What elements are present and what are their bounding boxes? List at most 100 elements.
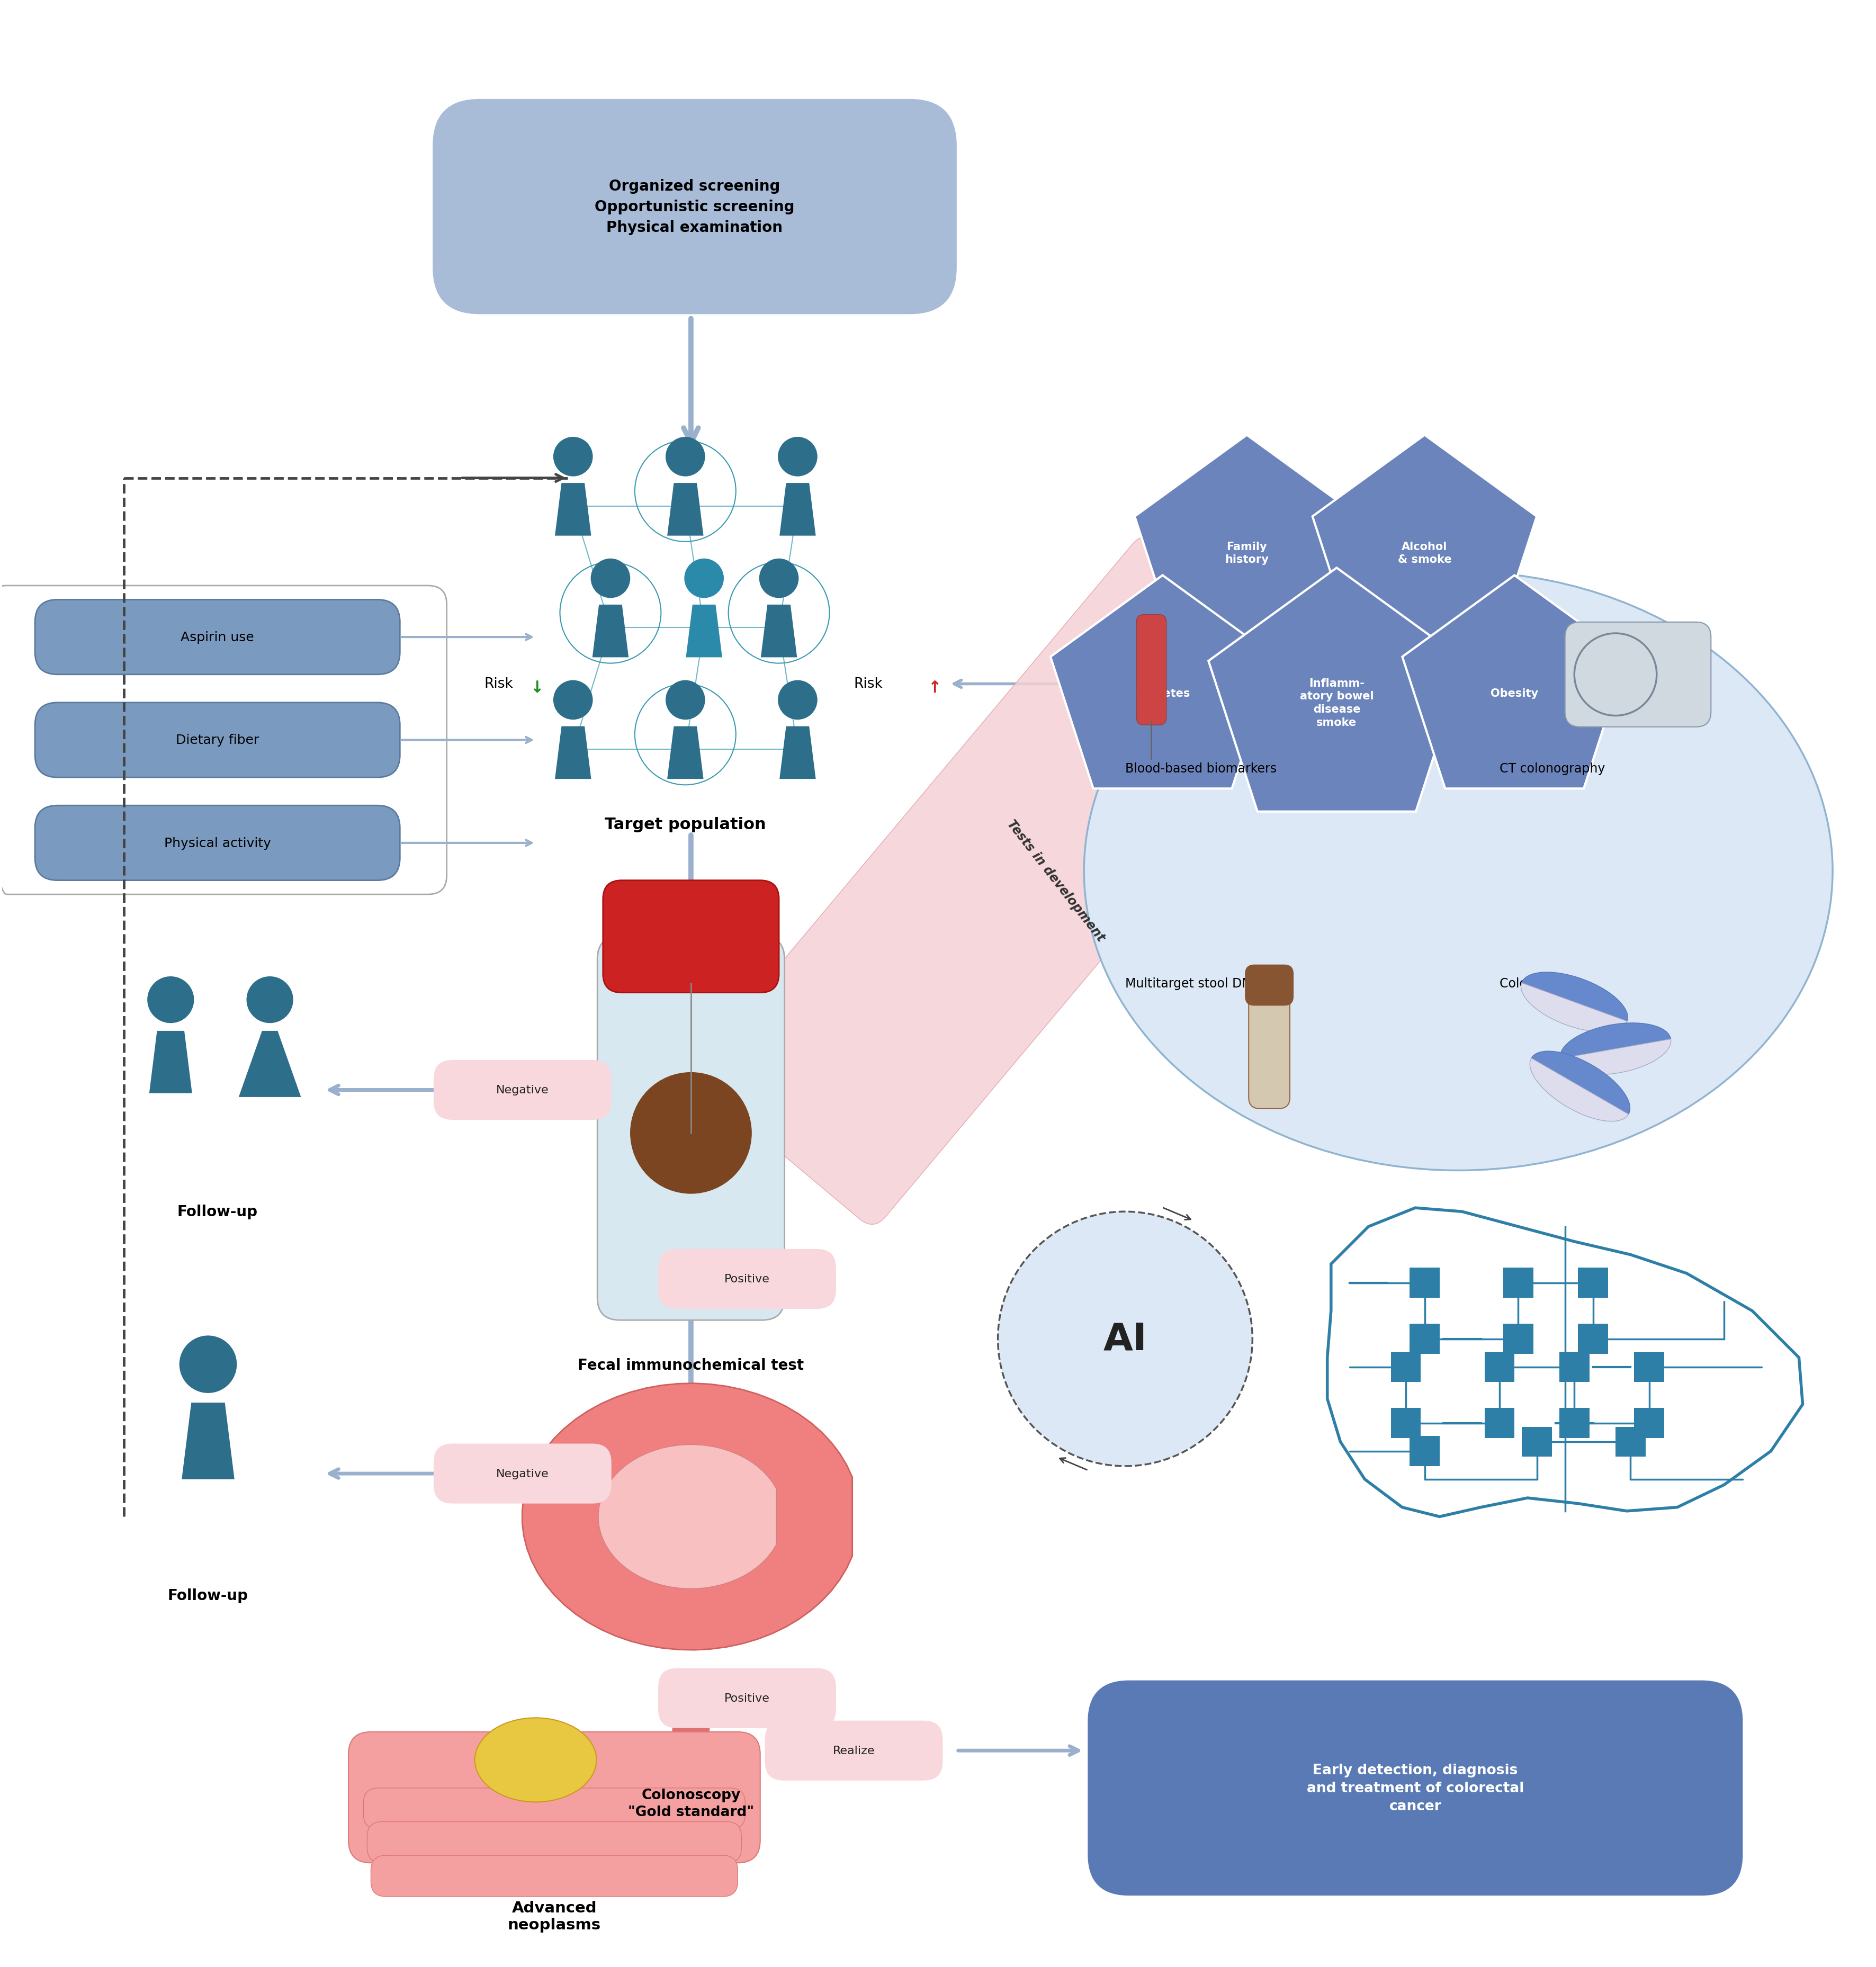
Text: Colonoscopy
"Gold standard": Colonoscopy "Gold standard" <box>628 1788 754 1819</box>
Polygon shape <box>1561 1023 1672 1058</box>
FancyBboxPatch shape <box>1634 1408 1664 1438</box>
Circle shape <box>666 437 705 476</box>
Polygon shape <box>1313 435 1536 649</box>
FancyBboxPatch shape <box>1246 964 1294 1005</box>
Text: CT colonography: CT colonography <box>1499 761 1606 775</box>
Text: Negative: Negative <box>495 1469 550 1479</box>
Polygon shape <box>1531 1050 1630 1115</box>
Polygon shape <box>238 1031 300 1098</box>
Text: Early detection, diagnosis
and treatment of colorectal
cancer: Early detection, diagnosis and treatment… <box>1306 1762 1523 1814</box>
Text: Negative: Negative <box>495 1086 550 1096</box>
Polygon shape <box>687 606 722 657</box>
FancyBboxPatch shape <box>602 881 779 993</box>
Ellipse shape <box>475 1717 597 1802</box>
Text: Inflamm-
atory bowel
disease
smoke: Inflamm- atory bowel disease smoke <box>1300 679 1373 728</box>
Text: Alcohol
& smoke: Alcohol & smoke <box>1398 541 1452 565</box>
FancyBboxPatch shape <box>1565 622 1711 728</box>
Text: Positive: Positive <box>724 1694 769 1703</box>
Text: Follow-up: Follow-up <box>176 1204 257 1220</box>
FancyBboxPatch shape <box>433 1444 612 1503</box>
Polygon shape <box>522 1383 852 1650</box>
FancyBboxPatch shape <box>1503 1324 1533 1353</box>
Text: Tests in development: Tests in development <box>1004 818 1107 944</box>
Circle shape <box>553 681 593 720</box>
FancyBboxPatch shape <box>1409 1269 1439 1298</box>
FancyBboxPatch shape <box>36 702 400 777</box>
FancyBboxPatch shape <box>1578 1269 1608 1298</box>
FancyBboxPatch shape <box>36 600 400 675</box>
Text: Positive: Positive <box>724 1275 769 1284</box>
Text: Organized screening
Opportunistic screening
Physical examination: Organized screening Opportunistic screen… <box>595 179 795 236</box>
FancyBboxPatch shape <box>364 1788 745 1829</box>
FancyBboxPatch shape <box>36 806 400 881</box>
FancyBboxPatch shape <box>1484 1351 1514 1383</box>
FancyBboxPatch shape <box>1503 1269 1533 1298</box>
FancyBboxPatch shape <box>1559 1351 1589 1383</box>
FancyBboxPatch shape <box>672 1682 709 1764</box>
Text: ↓: ↓ <box>531 681 544 696</box>
FancyBboxPatch shape <box>433 100 957 315</box>
FancyBboxPatch shape <box>765 1721 942 1780</box>
FancyBboxPatch shape <box>1137 616 1167 726</box>
Text: Risk: Risk <box>484 677 514 690</box>
Polygon shape <box>1135 435 1358 649</box>
FancyBboxPatch shape <box>597 936 784 1320</box>
Polygon shape <box>1521 983 1626 1033</box>
Text: Diabetes: Diabetes <box>1135 688 1189 698</box>
Circle shape <box>760 559 799 598</box>
Polygon shape <box>150 1031 191 1094</box>
Polygon shape <box>1208 568 1465 812</box>
Text: Risk: Risk <box>854 677 884 690</box>
Text: Family
history: Family history <box>1225 541 1268 565</box>
Text: Multitarget stool DNA test: Multitarget stool DNA test <box>1126 978 1287 989</box>
FancyBboxPatch shape <box>658 1249 837 1310</box>
FancyBboxPatch shape <box>1634 1351 1664 1383</box>
FancyBboxPatch shape <box>1409 1436 1439 1465</box>
Polygon shape <box>555 484 591 537</box>
Polygon shape <box>593 606 628 657</box>
Polygon shape <box>780 726 816 779</box>
Text: Fecal immunochemical test: Fecal immunochemical test <box>578 1357 805 1373</box>
FancyBboxPatch shape <box>368 1821 741 1863</box>
FancyBboxPatch shape <box>1578 1324 1608 1353</box>
FancyBboxPatch shape <box>1409 1324 1439 1353</box>
Text: Dietary fiber: Dietary fiber <box>176 734 259 747</box>
Polygon shape <box>668 726 704 779</box>
Polygon shape <box>1051 576 1274 789</box>
Circle shape <box>685 559 724 598</box>
FancyBboxPatch shape <box>1559 1408 1589 1438</box>
Text: Advanced
neoplasms: Advanced neoplasms <box>508 1900 600 1932</box>
Polygon shape <box>668 484 704 537</box>
Polygon shape <box>780 484 816 537</box>
FancyBboxPatch shape <box>433 1060 612 1119</box>
FancyBboxPatch shape <box>1088 1680 1743 1896</box>
Text: Physical activity: Physical activity <box>163 836 270 850</box>
Polygon shape <box>1521 972 1628 1021</box>
Polygon shape <box>1561 1039 1672 1074</box>
Polygon shape <box>1401 576 1626 789</box>
FancyBboxPatch shape <box>694 537 1324 1225</box>
Polygon shape <box>1529 1058 1628 1121</box>
Circle shape <box>998 1212 1253 1465</box>
Circle shape <box>779 437 818 476</box>
Circle shape <box>666 681 705 720</box>
Circle shape <box>591 559 630 598</box>
Text: Follow-up: Follow-up <box>167 1587 248 1603</box>
Text: Realize: Realize <box>833 1745 874 1757</box>
Ellipse shape <box>630 1072 752 1194</box>
Circle shape <box>180 1336 236 1393</box>
Text: AI: AI <box>1103 1320 1146 1357</box>
FancyBboxPatch shape <box>1521 1426 1551 1458</box>
FancyBboxPatch shape <box>1390 1408 1420 1438</box>
Circle shape <box>553 437 593 476</box>
Polygon shape <box>555 726 591 779</box>
Circle shape <box>148 976 193 1023</box>
Text: Obesity: Obesity <box>1491 688 1538 698</box>
Text: Colon capsule: Colon capsule <box>1499 978 1587 989</box>
FancyBboxPatch shape <box>658 1668 837 1729</box>
Text: Aspirin use: Aspirin use <box>180 631 253 643</box>
Polygon shape <box>182 1402 234 1479</box>
FancyBboxPatch shape <box>349 1731 760 1863</box>
Ellipse shape <box>1084 572 1833 1170</box>
Circle shape <box>779 681 818 720</box>
